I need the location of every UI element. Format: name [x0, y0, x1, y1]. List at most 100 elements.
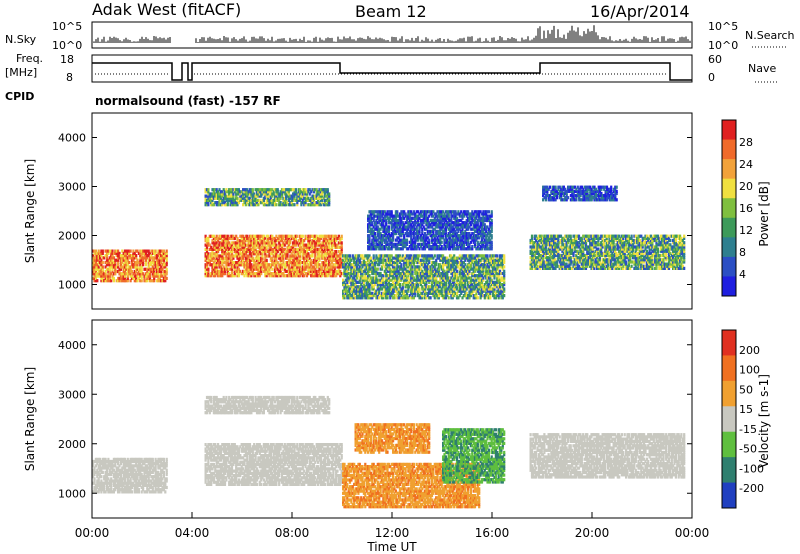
power-cell	[235, 269, 238, 273]
power-cell	[293, 256, 296, 260]
power-cell	[230, 241, 234, 245]
power-cell	[140, 265, 143, 269]
power-cell	[160, 274, 163, 278]
power-cell	[278, 254, 281, 258]
power-cell	[226, 252, 229, 256]
power-cell	[162, 256, 165, 260]
power-cell	[214, 272, 217, 276]
power-cell	[257, 265, 260, 269]
power-cell	[376, 267, 379, 271]
power-cell	[326, 188, 329, 192]
power-cell	[157, 274, 160, 278]
power-cell	[157, 254, 160, 258]
power-cell	[111, 249, 114, 253]
power-cell	[308, 261, 311, 265]
power-cell	[273, 245, 277, 249]
power-cell	[226, 250, 229, 254]
power-cell	[314, 269, 317, 273]
power-cell	[311, 267, 314, 271]
freq-tick-bottom: 8	[66, 71, 73, 84]
power-cell	[135, 256, 138, 260]
power-cell	[228, 247, 231, 251]
power-cell	[96, 267, 99, 271]
power-cell	[286, 250, 289, 254]
beam-title: Beam 12	[355, 2, 427, 21]
power-cell	[255, 265, 259, 269]
power-cell	[94, 276, 97, 280]
power-cell	[303, 265, 306, 269]
power-cell	[242, 239, 245, 243]
power-cell	[292, 267, 295, 271]
power-cell	[125, 254, 128, 258]
power-cell	[158, 260, 161, 265]
power-cell	[271, 261, 274, 265]
power-cell	[229, 234, 232, 238]
power-cell	[308, 263, 311, 267]
power-cell	[258, 272, 261, 276]
power-cell	[268, 267, 271, 271]
power-cell	[298, 236, 302, 241]
power-cell	[97, 258, 100, 262]
power-cell	[294, 256, 297, 260]
power-cell	[205, 250, 209, 254]
power-cell	[269, 252, 272, 256]
power-cell	[129, 267, 132, 271]
power-cell	[226, 272, 229, 276]
power-cell	[248, 265, 252, 269]
power-cell	[246, 239, 249, 243]
power-cell	[503, 294, 506, 298]
power-cell	[283, 252, 286, 256]
power-cell	[283, 274, 286, 278]
power-cell	[258, 236, 261, 241]
power-cell	[296, 258, 299, 262]
power-cell	[217, 263, 220, 267]
power-cell	[98, 274, 102, 278]
power-cell	[440, 240, 443, 244]
power-cell	[271, 250, 274, 254]
power-cell	[118, 256, 121, 260]
power-cell	[311, 252, 314, 256]
power-cell	[92, 249, 95, 253]
power-cell	[242, 241, 245, 245]
power-cell	[285, 252, 288, 256]
power-cell	[204, 247, 207, 251]
power-cell	[286, 239, 289, 243]
power-cell	[112, 276, 115, 280]
power-cell	[248, 247, 252, 251]
power-cell	[93, 249, 96, 253]
power-cell	[123, 276, 127, 280]
power-cell	[108, 267, 111, 271]
power-cell	[228, 256, 231, 260]
power-cell	[294, 243, 297, 247]
power-cell	[228, 274, 231, 278]
power-cell	[150, 254, 153, 258]
power-cell	[101, 269, 104, 274]
power-cell	[123, 256, 127, 260]
power-cell	[314, 252, 317, 256]
power-cell	[250, 272, 253, 276]
power-cell	[210, 258, 213, 262]
power-cell	[165, 272, 168, 276]
power-cell	[271, 236, 274, 241]
power-cell	[262, 263, 265, 267]
power-cell	[237, 261, 240, 265]
power-cell	[204, 254, 207, 258]
power-cell	[205, 252, 209, 256]
power-cell	[105, 267, 109, 271]
power-cell	[214, 245, 217, 249]
power-cell	[108, 279, 111, 283]
power-cell	[258, 250, 261, 254]
power-cell	[126, 279, 129, 283]
power-cell	[251, 234, 254, 238]
power-cell	[276, 188, 279, 192]
power-cell	[232, 236, 235, 241]
power-cell	[273, 252, 277, 256]
power-cell	[254, 245, 257, 249]
power-cell	[93, 279, 96, 283]
power-cell	[261, 239, 264, 243]
power-cell	[248, 258, 252, 262]
power-cell	[285, 269, 288, 273]
power-cell	[108, 256, 111, 260]
power-cell	[148, 267, 152, 271]
power-cell	[135, 267, 138, 271]
